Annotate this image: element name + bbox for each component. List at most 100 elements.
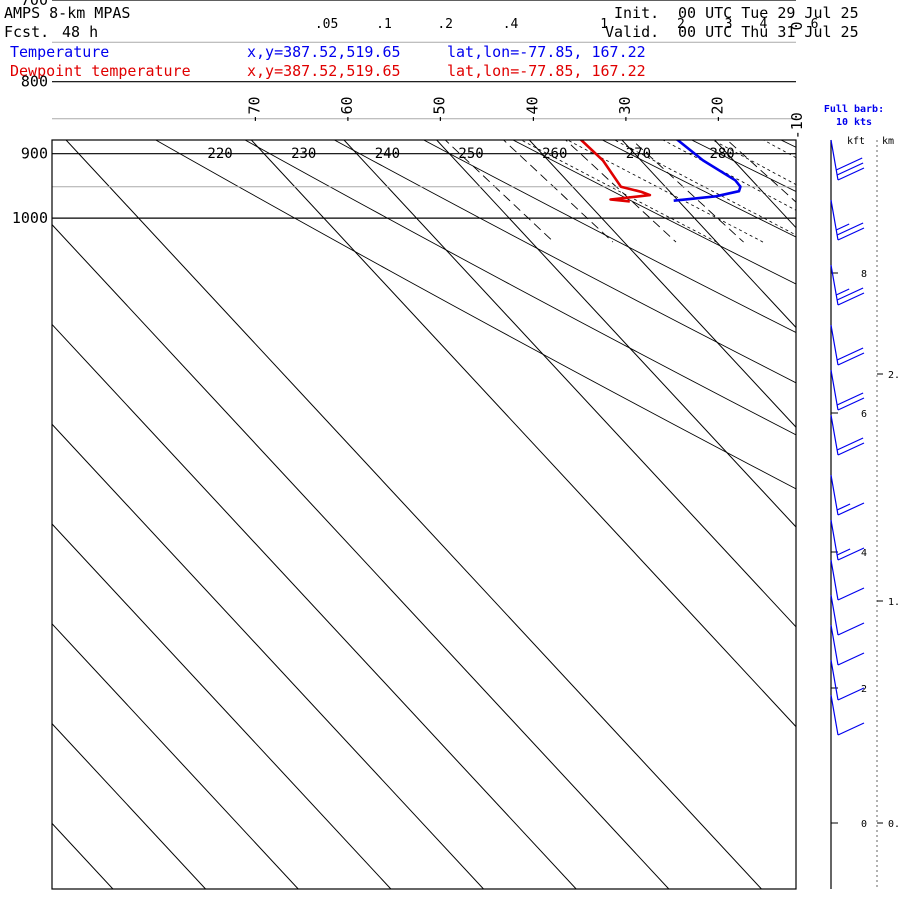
km-axis-title: km bbox=[882, 136, 894, 147]
mixing-ratio-label: .1 bbox=[376, 17, 392, 32]
isotherm-label: -40 bbox=[523, 96, 541, 123]
mixing-ratio-line bbox=[726, 140, 796, 203]
wind-barb-staff bbox=[830, 519, 839, 561]
axis-labels: 7008009001000-70-60-50-40-30-20-10010.05… bbox=[12, 0, 819, 227]
model-title: AMPS 8-km MPAS bbox=[4, 4, 131, 22]
wind-barb bbox=[830, 474, 865, 516]
isentrope-label: 270 bbox=[626, 146, 651, 162]
isotherm bbox=[798, 130, 900, 899]
isotherm bbox=[621, 140, 796, 329]
wind-barb-flag bbox=[837, 397, 865, 411]
wind-barb-flag bbox=[837, 652, 865, 666]
isotherm bbox=[343, 140, 796, 628]
moist-adiabat bbox=[613, 140, 796, 236]
isotherm bbox=[435, 140, 796, 528]
legend-dewpoint-xy: x,y=387.52,519.65 bbox=[247, 62, 401, 80]
barb-key-line1: Full barb: bbox=[824, 104, 884, 115]
isotherm-label: -20 bbox=[709, 96, 727, 123]
mixing-ratio-label: .2 bbox=[437, 17, 453, 32]
isobar-label-1000: 1000 bbox=[12, 209, 48, 227]
mixing-ratio-label: 6 bbox=[811, 17, 819, 32]
isotherm bbox=[65, 140, 763, 889]
mixing-ratio-label: .4 bbox=[503, 17, 519, 32]
kft-axis-title: kft bbox=[847, 136, 865, 147]
isobar-label-900: 900 bbox=[21, 145, 48, 163]
barb-key-line2: 10 kts bbox=[836, 117, 872, 128]
wind-barb bbox=[830, 199, 865, 241]
wind-barb-flag bbox=[836, 392, 864, 406]
wind-barb-staff bbox=[830, 139, 839, 181]
wind-barb bbox=[830, 659, 865, 701]
dry-adiabat bbox=[829, 120, 900, 900]
isobars bbox=[52, 0, 796, 219]
wind-barb-flag bbox=[835, 157, 863, 171]
moist-adiabat bbox=[733, 0, 900, 242]
wind-barb-flag bbox=[837, 622, 865, 636]
mixing-ratio-line bbox=[444, 140, 555, 243]
isentrope-label: 260 bbox=[542, 146, 567, 162]
wind-barb-flag bbox=[836, 287, 864, 301]
isotherm-label: 0 bbox=[788, 21, 806, 30]
isotherm bbox=[52, 423, 485, 889]
valid-time: 00 UTC Thu 31 Jul 25 bbox=[678, 23, 859, 41]
kft-tick-label: 2 bbox=[861, 684, 867, 695]
wind-barb bbox=[830, 139, 865, 181]
dry-adiabat bbox=[422, 140, 796, 334]
kft-tick-label: 4 bbox=[861, 548, 867, 559]
wind-barb-staff bbox=[830, 324, 839, 366]
wind-barb-half-flag bbox=[835, 288, 850, 296]
dry-adiabat bbox=[333, 140, 796, 384]
mixing-ratio-label: .05 bbox=[315, 17, 338, 32]
wind-barb-staff bbox=[830, 369, 839, 411]
isobar-label-700: 700 bbox=[21, 0, 48, 9]
wind-barb bbox=[830, 594, 865, 636]
wind-barb-staff bbox=[830, 694, 839, 736]
mixing-ratio-label: 3 bbox=[725, 17, 733, 32]
isentrope-label: 280 bbox=[709, 146, 734, 162]
kft-tick-label: 0 bbox=[861, 819, 867, 830]
mixing-ratio-line bbox=[631, 140, 744, 243]
init-time: 00 UTC Tue 29 Jul 25 bbox=[678, 4, 859, 22]
mixing-ratio-line bbox=[502, 140, 614, 243]
km-tick-label: 0. bbox=[888, 819, 900, 830]
legend-temperature-latlon: lat,lon=-77.85, 167.22 bbox=[447, 43, 646, 61]
wind-barb-flag bbox=[837, 687, 865, 701]
wind-barb-flag bbox=[836, 437, 864, 451]
isotherm-label: -60 bbox=[338, 96, 356, 123]
wind-barb-staff bbox=[830, 264, 839, 306]
forecast-label: Fcst. bbox=[4, 23, 50, 41]
wind-barb-flag bbox=[837, 167, 865, 181]
wind-barb-flag bbox=[836, 347, 864, 361]
isotherm bbox=[52, 523, 392, 889]
wind-barb-staff bbox=[830, 474, 839, 516]
mixing-ratio-label: 1 bbox=[600, 17, 608, 32]
valid-label: Valid. bbox=[605, 23, 660, 41]
isotherm bbox=[52, 223, 670, 889]
wind-barb bbox=[830, 264, 865, 306]
wind-barb bbox=[830, 369, 865, 411]
legend-dewpoint-label: Dewpoint temperature bbox=[10, 62, 191, 80]
isotherm bbox=[52, 623, 299, 889]
wind-barb-panel: Full barb: 10 kts kft km 8 6 4 2 0 2. 1. 0. bbox=[824, 104, 900, 889]
wind-barb bbox=[830, 559, 865, 601]
wind-barb-flag bbox=[837, 292, 865, 306]
dry-adiabat bbox=[244, 140, 796, 436]
wind-barb-staff bbox=[830, 659, 839, 701]
wind-barb-half-flag bbox=[835, 223, 850, 231]
isotherm-label: -50 bbox=[431, 96, 449, 123]
wind-barb-half-flag bbox=[836, 548, 851, 556]
isotherm bbox=[0, 130, 30, 899]
wind-barb-flag bbox=[837, 227, 865, 241]
wind-barb-flag bbox=[837, 502, 865, 516]
wind-barb-half-flag bbox=[836, 503, 851, 511]
isotherm-label: -70 bbox=[245, 96, 263, 123]
wind-barb-flag bbox=[837, 547, 865, 561]
wind-barb bbox=[830, 624, 865, 666]
dry-adiabat bbox=[512, 140, 796, 285]
isotherm-label: -10 bbox=[788, 112, 806, 139]
dry-adiabat bbox=[780, 140, 796, 148]
init-label: Init. bbox=[614, 4, 660, 22]
